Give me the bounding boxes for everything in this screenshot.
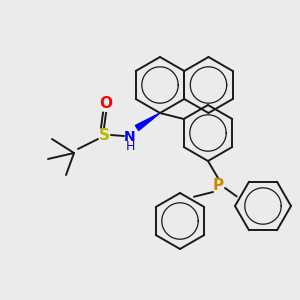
Polygon shape [135,113,160,130]
Text: P: P [212,178,224,194]
Text: N: N [124,130,136,144]
Text: H: H [125,140,135,154]
Text: O: O [100,95,112,110]
Text: S: S [98,128,110,142]
